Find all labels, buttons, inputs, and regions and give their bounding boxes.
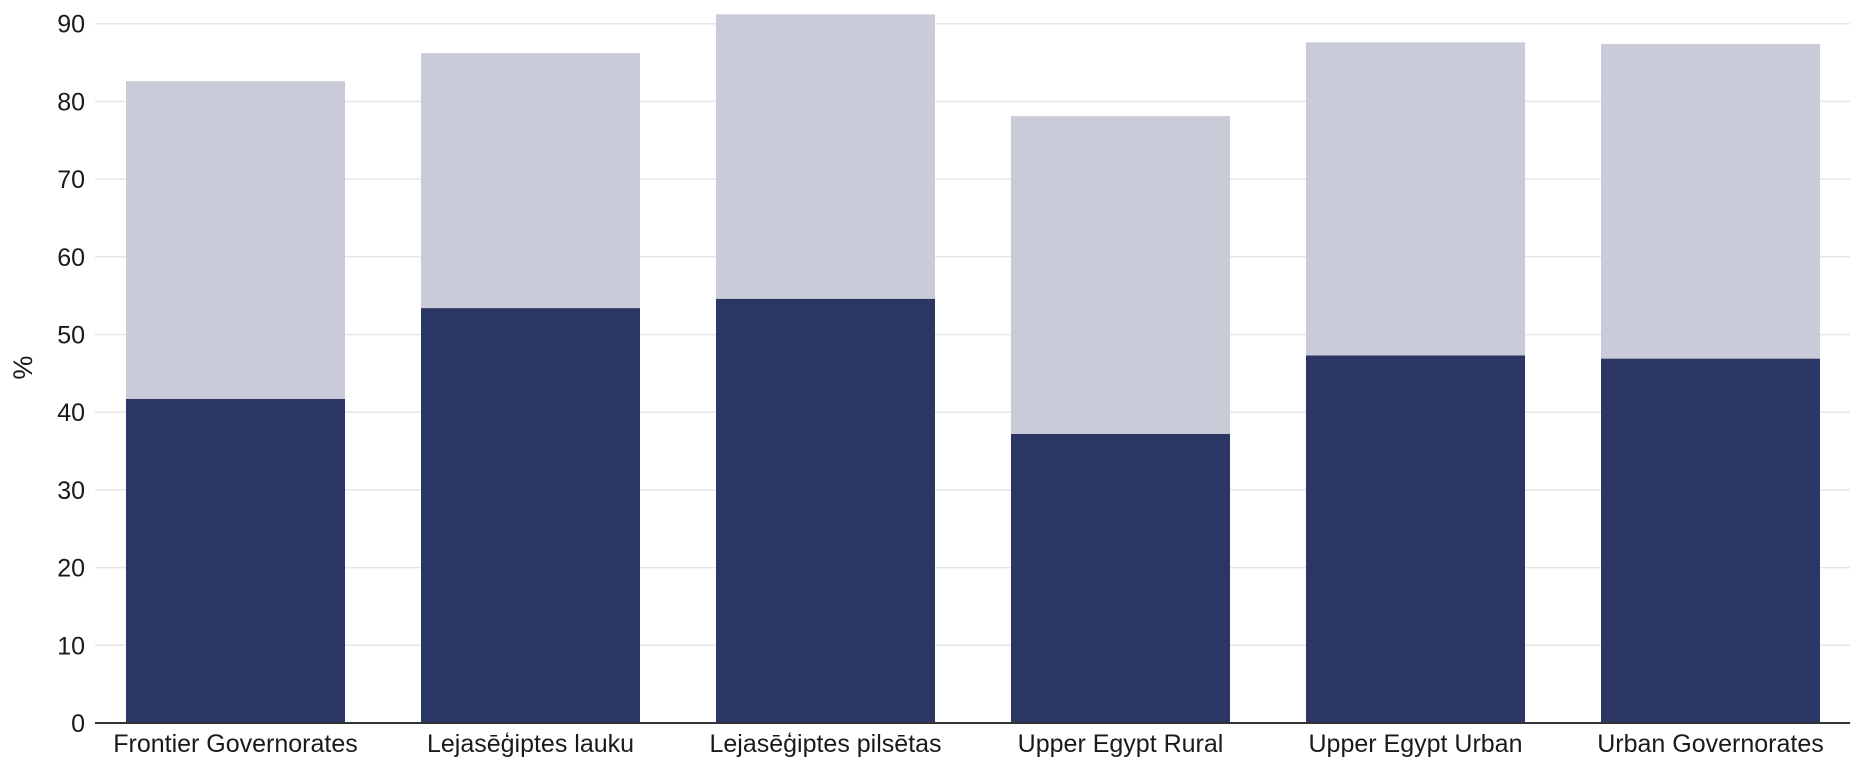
y-tick-label-70: 70 (57, 166, 85, 194)
bar-segment-1-6 (1601, 358, 1820, 723)
x-category-label-2: Lejasēģiptes lauku (427, 730, 634, 758)
x-category-label-5: Upper Egypt Urban (1308, 730, 1522, 758)
y-tick-label-50: 50 (57, 322, 85, 350)
y-tick-label-90: 90 (57, 11, 85, 39)
bar-segment-1-3 (716, 298, 935, 723)
y-axis-ticks: 0 10 20 30 40 50 60 70 80 90 (57, 11, 85, 738)
bar-segment-1-1 (126, 398, 345, 723)
gridlines (95, 22, 1850, 647)
bar-segment-2-4 (1011, 116, 1230, 434)
x-category-label-1: Frontier Governorates (113, 730, 358, 758)
y-tick-label-80: 80 (57, 88, 85, 116)
x-category-label-6: Urban Governorates (1597, 730, 1824, 758)
bar-segment-2-6 (1601, 43, 1820, 359)
bar-segment-2-2 (421, 53, 640, 309)
bar-segment-2-5 (1306, 42, 1525, 356)
y-tick-label-30: 30 (57, 477, 85, 505)
x-axis-labels: Frontier Governorates Lejasēģiptes lauku L… (113, 730, 1824, 758)
y-axis-label: % (8, 356, 38, 380)
x-category-label-4: Upper Egypt Rural (1018, 730, 1224, 758)
bars (126, 14, 1820, 723)
y-tick-label-0: 0 (71, 710, 85, 738)
bar-segment-1-5 (1306, 355, 1525, 723)
y-tick-label-20: 20 (57, 555, 85, 583)
bar-segment-1-4 (1011, 433, 1230, 723)
y-tick-label-60: 60 (57, 244, 85, 272)
bar-segment-1-2 (421, 308, 640, 723)
bar-segment-2-3 (716, 14, 935, 299)
y-tick-label-40: 40 (57, 399, 85, 427)
y-tick-label-10: 10 (57, 632, 85, 660)
x-category-label-3: Lejasēģiptes pilsētas (709, 730, 941, 758)
bar-segment-2-1 (126, 81, 345, 399)
